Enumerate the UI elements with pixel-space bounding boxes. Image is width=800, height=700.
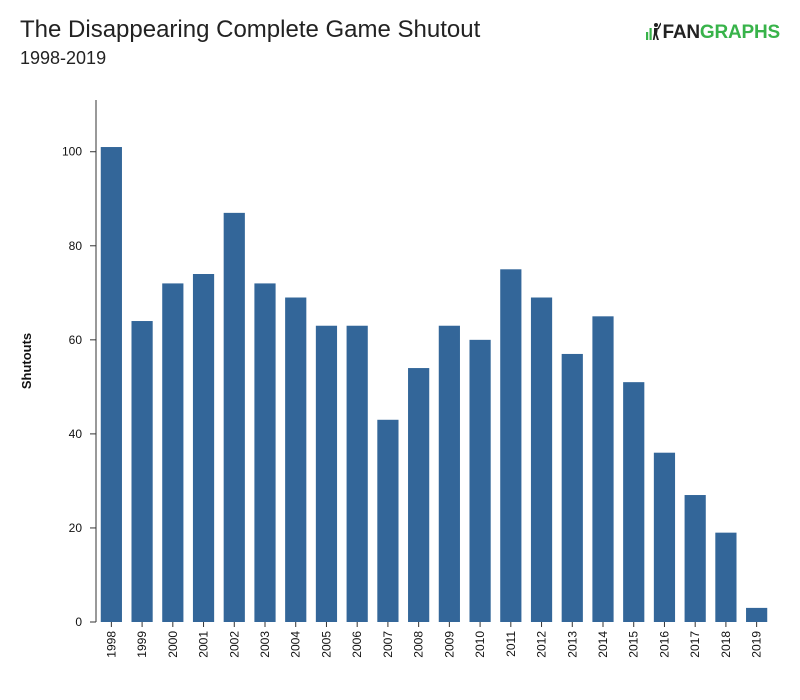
x-tick-label: 2016 [657,631,671,658]
bar-2001 [192,274,215,622]
y-tick-label: 40 [69,427,83,441]
x-tick-label: 2012 [535,631,549,658]
x-tick-label: 2005 [319,631,333,658]
logo-text-fan: FAN [662,22,701,43]
x-tick-label: 1998 [104,631,118,658]
y-axis-title: Shutouts [19,333,34,389]
x-axis: 1998 1999 2000 2001 2002 2003 2004 2005 2006 2007… [104,622,764,658]
fangraphs-logo: FANGRAPHS [645,22,780,44]
x-tick-label: 2017 [688,631,702,658]
y-axis: 0 20 40 60 80 100 [62,100,97,629]
chart-subtitle: 1998-2019 [20,48,107,68]
x-tick-label: 2006 [350,631,364,658]
bar-2015 [623,382,645,622]
x-tick-label: 2002 [227,631,241,658]
bar-2019 [746,607,768,622]
x-tick-label: 2015 [627,631,641,658]
bar-2002 [223,212,245,623]
y-tick-label: 60 [69,333,83,347]
bar-2011 [500,269,522,622]
bar-2017 [684,495,706,622]
bar-2018 [715,532,737,622]
bar-2014 [592,316,614,622]
bar-2003 [254,283,276,622]
x-tick-label: 1999 [135,631,149,658]
x-tick-label: 2008 [412,631,426,658]
y-tick-label: 80 [69,239,83,253]
bar-2006 [346,325,368,622]
chart-title: The Disappearing Complete Game Shutout [20,16,481,43]
x-tick-label: 2019 [750,631,764,658]
bar-2008 [408,368,430,622]
bar-2016 [653,452,676,622]
bar-2012 [530,297,553,622]
bar-2010 [469,339,491,622]
x-tick-label: 2001 [197,631,211,658]
bar-1998 [100,147,122,622]
bars-group [100,147,768,623]
x-tick-label: 2009 [442,631,456,658]
logo-text-graphs: GRAPHS [699,22,780,43]
bar-2013 [561,353,583,622]
bar-2007 [377,419,399,622]
x-tick-label: 2013 [565,631,579,658]
bar-2005 [315,325,338,622]
bar-2004 [285,297,307,622]
y-tick-label: 100 [62,145,82,159]
bar-1999 [131,321,153,622]
bar-2009 [438,325,460,622]
bar-2000 [162,283,184,622]
y-tick-label: 0 [75,615,82,629]
x-tick-label: 2011 [504,631,518,657]
x-tick-label: 2010 [473,631,487,658]
x-tick-label: 2000 [166,631,180,658]
x-tick-label: 2003 [258,631,272,658]
x-tick-label: 2014 [596,631,610,658]
x-tick-label: 2004 [289,631,303,658]
batter-logo-icon [645,22,661,40]
y-tick-label: 20 [69,521,83,535]
x-tick-label: 2007 [381,631,395,658]
x-tick-label: 2018 [719,631,733,658]
